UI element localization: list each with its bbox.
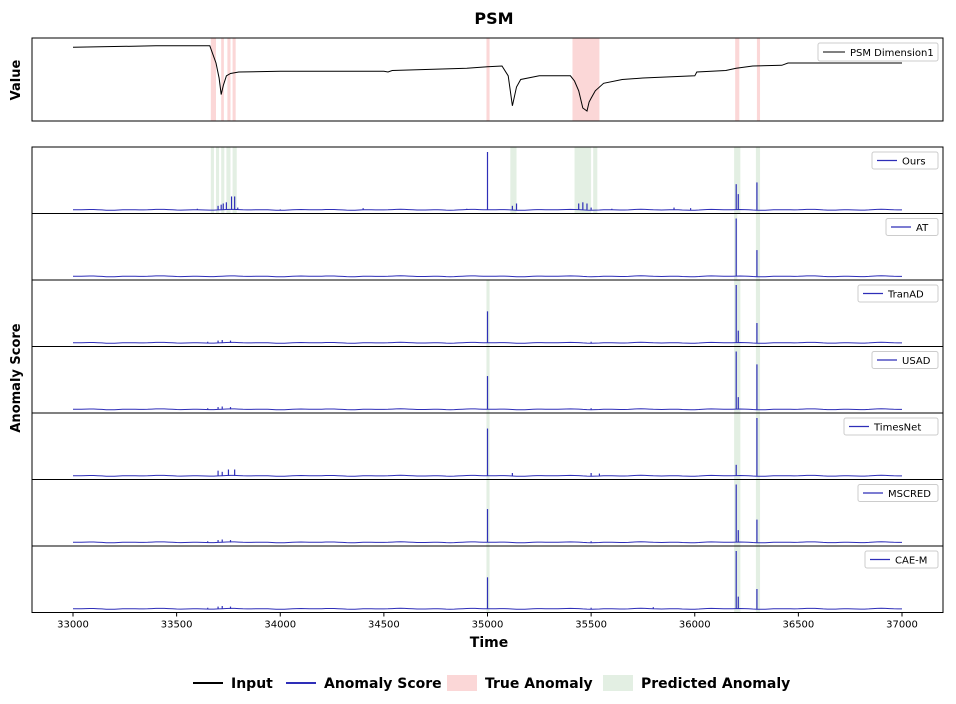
legend-box (857, 484, 939, 502)
predicted-anomaly-band (510, 147, 517, 214)
true-anomaly-band (221, 38, 224, 121)
legend-box (864, 550, 939, 569)
input-panel-legend: PSM Dimension1 (817, 42, 939, 62)
score-panel-timesnet: TimesNet (31, 412, 944, 480)
legend-label: Input (231, 676, 273, 692)
predicted-anomaly-band (226, 147, 231, 214)
score-panel-legend: TranAD (857, 284, 939, 303)
predicted-anomaly-band (221, 147, 225, 214)
x-tick-label: 35000 (472, 620, 504, 631)
x-tick-label: 34000 (264, 620, 296, 631)
predicted-anomaly-band (755, 546, 761, 613)
score-panel-legend: AT (885, 218, 939, 236)
legend-label: Ours (902, 157, 926, 168)
predicted-anomaly-band (755, 280, 761, 347)
predicted-anomaly-band (574, 147, 592, 214)
true-anomaly-band (210, 38, 217, 121)
figure-legend-item: Anomaly Score (286, 676, 442, 692)
legend-box (885, 218, 939, 236)
x-axis-label: Time (470, 635, 508, 651)
input-panel: PSM Dimension1 (31, 37, 944, 122)
anomaly-score-line (73, 275, 902, 278)
score-panel-mscred: MSCRED (31, 479, 944, 547)
x-tick-label: 34500 (368, 620, 400, 631)
legend-box (871, 351, 939, 369)
score-panel-at: AT (31, 213, 944, 281)
score-panel-frame (31, 213, 944, 281)
predicted-anomaly-band (755, 346, 761, 413)
predicted-anomaly-band (593, 147, 598, 214)
figure-legend-item: True Anomaly (447, 675, 593, 692)
predicted-anomaly-band (734, 413, 741, 480)
legend-label: MSCRED (888, 489, 931, 500)
predicted-anomaly-band (734, 147, 741, 214)
top-panel-y-axis-label: Value (9, 59, 24, 100)
legend-box (871, 151, 939, 170)
true-anomaly-band (486, 38, 490, 121)
score-panel-legend: MSCRED (857, 484, 939, 502)
legend-label: Predicted Anomaly (641, 676, 790, 692)
score-panels-y-axis-label: Anomaly Score (9, 323, 24, 432)
legend-patch-swatch (603, 675, 633, 691)
x-tick-label: 33500 (161, 620, 193, 631)
predicted-anomaly-band (755, 213, 761, 280)
true-anomaly-band (756, 38, 761, 121)
legend-box (817, 42, 939, 62)
score-panel-tranad: TranAD (31, 279, 944, 347)
predicted-anomaly-band (755, 479, 761, 546)
true-anomaly-band (227, 38, 231, 121)
x-tick-label: 36500 (782, 620, 814, 631)
score-panel-legend: CAE-M (864, 550, 939, 569)
legend-label: PSM Dimension1 (850, 48, 934, 59)
predicted-anomaly-band (734, 346, 741, 413)
score-panel-legend: USAD (871, 351, 939, 369)
chart-title: PSM (474, 9, 513, 28)
score-panel-ours: Ours (31, 146, 944, 214)
predicted-anomaly-band (755, 413, 761, 480)
legend-label: TimesNet (873, 423, 921, 434)
x-tick-label: 36000 (679, 620, 711, 631)
input-series-line (72, 45, 902, 112)
legend-box (857, 284, 939, 303)
legend-box (843, 417, 939, 436)
legend-label: AT (916, 223, 929, 234)
input-panel-frame (31, 37, 944, 122)
score-panel-legend: Ours (871, 151, 939, 170)
x-tick-label: 33000 (57, 620, 89, 631)
predicted-anomaly-band (232, 147, 237, 214)
legend-label: USAD (902, 356, 931, 367)
score-panels: Ours AT TranAD USAD TimesNet MSCRED CAE-M (31, 146, 944, 613)
true-anomaly-band (232, 38, 236, 121)
legend-label: Anomaly Score (324, 676, 442, 692)
figure-legend: Input Anomaly Score True Anomaly Predicted … (193, 675, 790, 692)
figure-legend-item: Input (193, 676, 273, 692)
score-panel-usad: USAD (31, 346, 944, 414)
score-panel-legend: TimesNet (843, 417, 939, 436)
x-tick-label: 35500 (575, 620, 607, 631)
legend-label: True Anomaly (485, 676, 593, 692)
true-anomaly-band (572, 38, 600, 121)
predicted-anomaly-band (216, 147, 220, 214)
score-panel-cae-m: CAE-M (31, 545, 944, 613)
predicted-anomaly-band (734, 479, 741, 546)
predicted-anomaly-band (734, 280, 741, 347)
legend-patch-swatch (447, 675, 477, 691)
true-anomaly-band (735, 38, 740, 121)
predicted-anomaly-band (755, 147, 761, 214)
figure-legend-item: Predicted Anomaly (603, 675, 790, 692)
predicted-anomaly-band (734, 546, 741, 613)
legend-label: CAE-M (895, 556, 927, 567)
x-axis: 33000 33500 34000 34500 35000 35500 36000 36500… (57, 612, 918, 631)
x-tick-label: 37000 (886, 620, 918, 631)
predicted-anomaly-band (210, 147, 214, 214)
legend-label: TranAD (887, 290, 924, 301)
